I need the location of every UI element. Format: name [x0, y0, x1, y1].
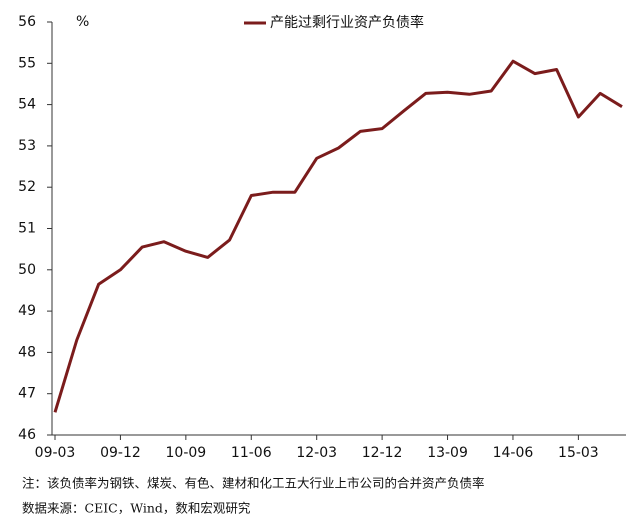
y-tick-label: 55 — [18, 55, 36, 71]
x-tick-label: 11-06 — [231, 445, 272, 461]
y-tick-label: 56 — [18, 14, 36, 30]
y-tick-label: 48 — [18, 344, 36, 360]
x-tick-label: 12-12 — [362, 445, 403, 461]
line-series — [53, 59, 623, 413]
y-tick-label: 46 — [18, 427, 36, 443]
x-tick-label: 13-09 — [427, 445, 468, 461]
y-tick-label: 50 — [18, 262, 36, 278]
source: 数据来源：CEIC，Wind，数和宏观研究 — [22, 501, 251, 516]
y-unit: % — [76, 14, 89, 30]
y-tick-label: 52 — [18, 179, 36, 195]
y-tick-label: 51 — [18, 221, 36, 237]
x-tick-label: 15-03 — [558, 445, 599, 461]
x-tick-label: 10-09 — [166, 445, 207, 461]
x-tick-label: 12-03 — [296, 445, 337, 461]
note: 注：该负债率为钢铁、煤炭、有色、建材和化工五大行业上市公司的合并资产负债率 — [22, 476, 485, 491]
y-tick-label: 53 — [18, 138, 36, 154]
y-tick-label: 49 — [18, 303, 36, 319]
x-tick-label: 14-06 — [493, 445, 534, 461]
y-tick-label: 47 — [18, 386, 36, 402]
y-tick-label: 54 — [18, 97, 36, 113]
legend-label: 产能过剩行业资产负债率 — [270, 14, 424, 31]
x-tick-label: 09-03 — [35, 445, 76, 461]
x-tick-label: 09-12 — [100, 445, 141, 461]
